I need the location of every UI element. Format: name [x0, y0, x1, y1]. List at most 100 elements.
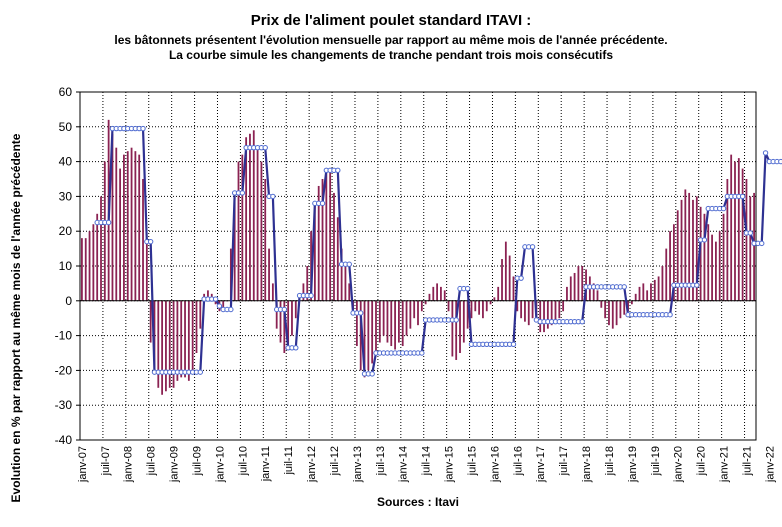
bar [96, 213, 99, 301]
y-tick-label: -40 [55, 433, 73, 447]
y-tick-label: -10 [55, 329, 73, 343]
bar [252, 130, 255, 301]
line-marker [510, 341, 517, 347]
x-tick-label: janv-21 [719, 446, 731, 483]
bar [115, 147, 118, 301]
bar [531, 300, 534, 319]
bar [669, 231, 671, 301]
bar [657, 276, 660, 301]
bar [432, 286, 435, 301]
x-axis-label: Sources : Itavi [376, 495, 460, 509]
bar [168, 300, 171, 388]
y-tick-labels: -40 -30 -20 -10 0 10 20 30 40 50 60 [55, 85, 73, 447]
x-tick-label: juil-20 [696, 446, 708, 476]
bar [401, 300, 404, 347]
bar [707, 224, 710, 301]
bar [497, 286, 500, 301]
y-tick-label: -20 [55, 363, 73, 377]
bar [630, 300, 633, 305]
bar [138, 154, 141, 301]
line-marker [197, 369, 204, 375]
bar [344, 266, 347, 301]
bar [81, 238, 83, 301]
bar [348, 283, 351, 301]
chart-subtitle-2: La courbe simule les changements de tran… [168, 48, 614, 62]
bar-series [81, 119, 755, 395]
bar [249, 133, 251, 301]
line-marker [140, 125, 146, 132]
bar [627, 300, 629, 312]
line-marker [369, 371, 375, 377]
line-marker [216, 303, 223, 309]
bar [566, 286, 568, 301]
bar [165, 300, 167, 392]
y-tick-label: 20 [59, 224, 73, 238]
bar [260, 161, 263, 301]
bar [321, 179, 324, 301]
bar [241, 154, 244, 301]
bar [474, 300, 477, 312]
bar [142, 179, 144, 301]
bar [237, 161, 240, 301]
y-tick-label: 0 [65, 294, 72, 308]
line-marker [262, 144, 268, 151]
bar [176, 300, 179, 381]
bar [493, 297, 496, 301]
x-tick-label: juil-18 [604, 446, 616, 476]
bar [428, 293, 431, 301]
bar [672, 224, 675, 301]
bar [436, 283, 438, 301]
bar [638, 286, 641, 301]
bar [508, 255, 511, 301]
x-tick-label: janv-07 [77, 446, 89, 483]
bar [283, 300, 286, 353]
bar [546, 300, 549, 329]
bar [398, 300, 400, 343]
x-tick-label: janv-10 [214, 446, 226, 483]
bar [573, 272, 576, 301]
chart-title: Prix de l'aliment poulet standard ITAVI … [250, 12, 532, 29]
bar [229, 248, 232, 301]
bar [233, 196, 236, 301]
bar [313, 203, 316, 301]
bar [92, 224, 95, 301]
bar [443, 290, 446, 301]
bar [680, 199, 683, 301]
line-marker [358, 310, 364, 316]
bar [275, 300, 278, 329]
bar [577, 266, 580, 301]
bar [268, 248, 270, 301]
bar [123, 154, 125, 301]
bar [600, 300, 603, 308]
line-marker [346, 261, 352, 267]
y-axis-label: Evolution en % par rapport au même mois … [9, 133, 23, 503]
x-tick-label: janv-22 [764, 446, 776, 483]
x-tick-labels: janv-07 juil-07 janv-08 juil-08 janv-09 juil-… [77, 446, 776, 483]
bar [459, 300, 461, 353]
bar [703, 213, 706, 301]
bar [405, 300, 408, 336]
bar [214, 300, 217, 305]
bar [722, 213, 725, 301]
bar [306, 266, 309, 301]
x-tick-label: juil-19 [650, 446, 662, 476]
bar [222, 300, 225, 308]
line-marker [105, 219, 112, 226]
line-marker [759, 240, 765, 247]
bar [145, 238, 148, 301]
x-tick-label: juil-08 [146, 446, 158, 476]
line-marker [579, 318, 585, 325]
x-tick-label: juil-16 [512, 446, 524, 476]
line-marker [293, 345, 299, 351]
bar [287, 300, 290, 347]
bar [650, 283, 652, 301]
bar [596, 290, 599, 301]
bar [100, 196, 102, 301]
line-marker [453, 317, 459, 323]
bar [527, 300, 530, 326]
bar [569, 276, 572, 301]
grid-lines [76, 91, 757, 441]
bar [103, 161, 106, 301]
bar [558, 300, 561, 319]
x-tick-label: janv-16 [489, 446, 501, 483]
